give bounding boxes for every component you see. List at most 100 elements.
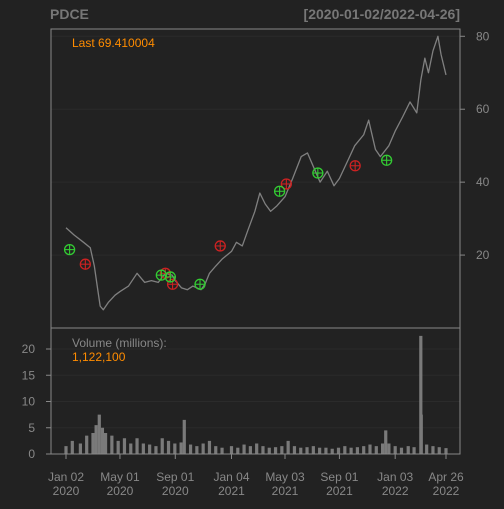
x-tick-label: Apr 26	[428, 470, 464, 484]
volume-bars-layer	[64, 335, 448, 455]
volume-bar	[444, 448, 448, 454]
price-y-tick-label: 20	[476, 248, 490, 262]
sell-marker	[280, 178, 293, 190]
buy-marker	[273, 185, 286, 197]
volume-label: Volume (millions):	[72, 336, 167, 350]
volume-bar	[419, 414, 423, 455]
x-tick-label: May 01	[100, 470, 140, 484]
volume-y-tick-label: 15	[22, 368, 36, 382]
volume-bar	[311, 446, 315, 455]
x-tick-label: Jan 03	[377, 470, 413, 484]
volume-bar	[91, 433, 95, 454]
volume-bar	[393, 446, 397, 455]
volume-bar	[201, 443, 205, 454]
volume-bar	[135, 438, 139, 454]
price-line	[65, 35, 447, 311]
volume-bar	[242, 444, 246, 454]
buy-marker	[164, 271, 176, 283]
volume-bar	[129, 443, 133, 454]
x-tick-label: Sep 01	[320, 470, 358, 484]
x-tick-year-label: 2020	[107, 484, 134, 498]
volume-last-value: 1,122,100	[72, 350, 126, 364]
volume-y-tick-label: 20	[22, 342, 36, 356]
buy-marker	[155, 269, 167, 281]
volume-bar	[103, 433, 108, 454]
volume-bar	[343, 446, 347, 455]
volume-bar	[207, 440, 212, 455]
trade-markers-layer	[63, 154, 393, 290]
volume-bar	[78, 443, 82, 454]
price-y-tick-label: 80	[476, 29, 490, 43]
volume-y-tick-label: 5	[28, 421, 35, 435]
volume-bar	[437, 447, 441, 454]
volume-bar	[380, 443, 385, 454]
volume-bar	[182, 419, 186, 455]
volume-bar	[154, 446, 158, 455]
volume-bar	[286, 440, 290, 455]
price-y-tick-label: 40	[476, 175, 490, 189]
volume-bar	[273, 447, 278, 454]
x-tick-year-label: 2021	[326, 484, 353, 498]
volume-bar	[148, 444, 152, 454]
chart-date-range: [2020-01-02/2022-04-26]	[304, 6, 460, 22]
volume-bar	[85, 435, 89, 455]
x-tick-year-label: 2021	[218, 484, 245, 498]
price-series-layer	[65, 35, 447, 311]
volume-bar	[362, 446, 366, 455]
volume-bar	[141, 443, 145, 454]
volume-bar	[64, 446, 68, 455]
volume-bar	[100, 427, 105, 454]
volume-bar	[70, 440, 74, 455]
volume-bar	[387, 443, 391, 454]
volume-bar	[305, 447, 309, 454]
x-tick-label: Jan 04	[213, 470, 249, 484]
volume-bar	[318, 447, 322, 454]
volume-bar	[110, 435, 114, 455]
x-tick-year-label: 2022	[433, 484, 460, 498]
x-tick-label: May 03	[265, 470, 305, 484]
volume-bar	[425, 444, 429, 454]
volume-bar	[368, 444, 372, 454]
price-y-axis: 20 40 60 80	[460, 29, 490, 262]
volume-bar	[330, 448, 334, 454]
price-gridlines	[51, 35, 460, 256]
buy-marker	[312, 167, 324, 179]
volume-panel-frame	[50, 327, 461, 455]
price-y-tick-label: 60	[476, 102, 490, 116]
volume-bar	[188, 444, 193, 454]
volume-y-tick-label: 0	[28, 447, 35, 461]
volume-y-tick-label: 10	[22, 395, 36, 409]
volume-bar	[229, 446, 234, 455]
chart-title: PDCE	[50, 6, 89, 22]
x-tick-year-label: 2020	[53, 484, 80, 498]
volume-bar	[280, 446, 284, 455]
x-tick-year-label: 2020	[162, 484, 189, 498]
volume-bar	[384, 430, 388, 455]
volume-bar	[97, 414, 101, 455]
x-tick-label: Jan 02	[48, 470, 84, 484]
volume-bar	[267, 447, 271, 454]
sell-marker	[349, 160, 361, 172]
buy-marker	[194, 278, 206, 290]
volume-bar	[419, 335, 423, 455]
volume-gridlines	[51, 348, 460, 429]
volume-bar	[336, 447, 341, 454]
volume-bar	[236, 447, 240, 454]
x-tick-year-label: 2021	[272, 484, 299, 498]
volume-bar	[349, 447, 353, 454]
volume-bar	[94, 425, 98, 455]
last-price-label: Last 69.410004	[72, 36, 155, 50]
volume-bar	[179, 442, 183, 454]
volume-bar	[324, 447, 328, 454]
volume-bar	[412, 447, 416, 454]
volume-bar	[261, 446, 265, 455]
volume-bar	[166, 440, 171, 455]
volume-bar	[195, 446, 199, 455]
x-tick-year-label: 2022	[382, 484, 409, 498]
volume-bar	[431, 446, 435, 455]
volume-bar	[292, 446, 297, 455]
